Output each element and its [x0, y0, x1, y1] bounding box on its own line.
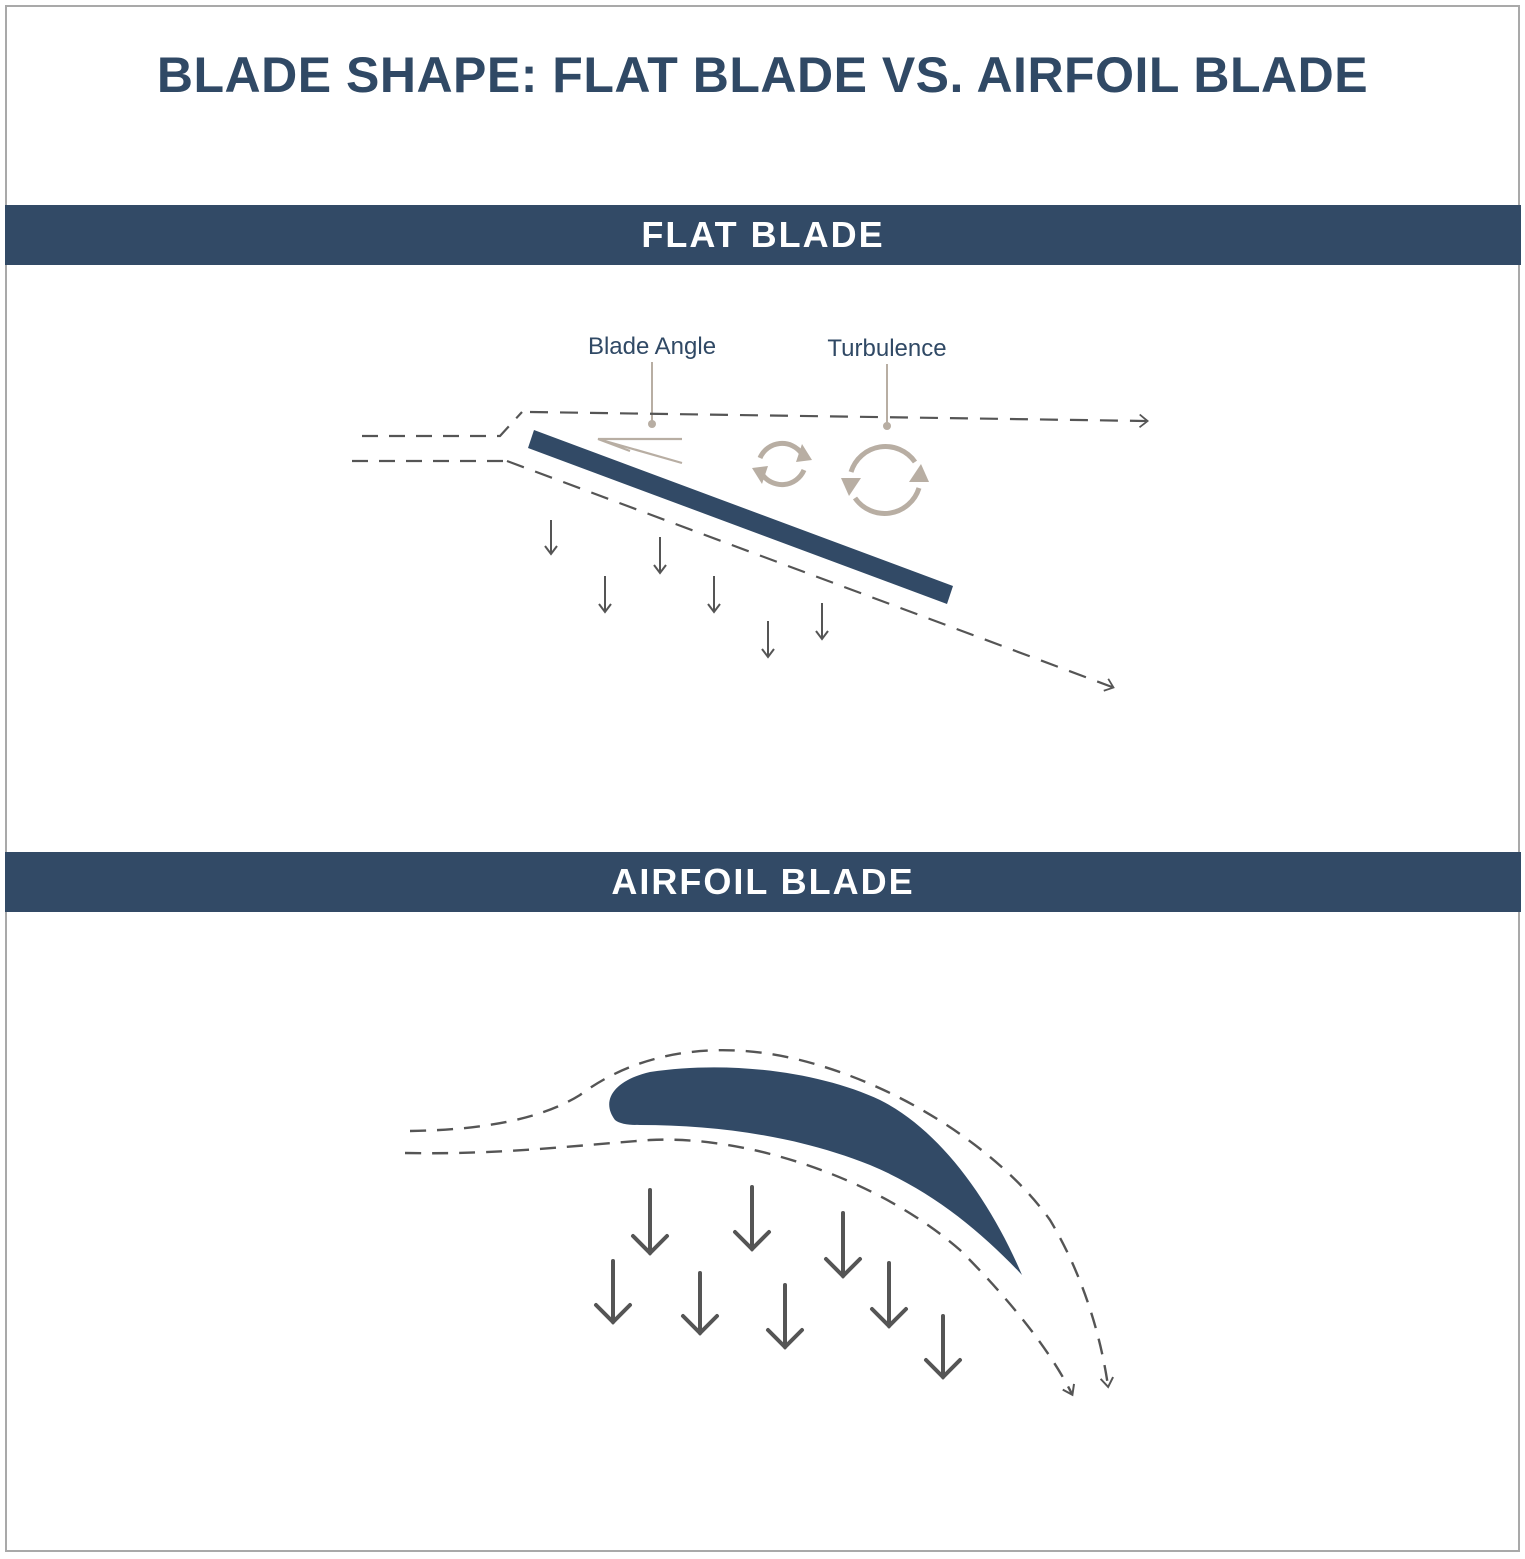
pressure-arrow-icon [707, 576, 721, 614]
pressure-arrow-icon [766, 1283, 804, 1350]
pressure-arrow-icon [598, 576, 612, 614]
pressure-arrow-icon [594, 1259, 632, 1325]
page-title: BLADE SHAPE: FLAT BLADE VS. AIRFOIL BLAD… [156, 47, 1369, 103]
pressure-arrow-icon [824, 1211, 862, 1279]
turbulence-leader [883, 364, 891, 430]
airfoil-blade-shape [609, 1067, 1022, 1275]
flat-blade-shape [528, 430, 953, 604]
flow-line-upper-in [362, 411, 523, 438]
pressure-arrow-icon [761, 621, 775, 659]
pressure-arrow-icon [681, 1271, 719, 1336]
pressure-arrow-icon [815, 603, 829, 641]
airfoil-flow-line-lower [404, 1138, 1075, 1397]
pressure-arrow-icon [733, 1185, 771, 1252]
pressure-arrow-icon [544, 520, 558, 556]
flow-line-lower-out [506, 459, 1115, 692]
turbulence-swirl-small-icon [752, 440, 812, 488]
airfoil-blade-header: AIRFOIL BLADE [5, 852, 1521, 912]
pressure-arrow-icon [653, 537, 667, 575]
airfoil-flow-line-upper [409, 1048, 1114, 1389]
turbulence-swirl-large-icon [841, 444, 929, 516]
flat-blade-header-label: FLAT BLADE [641, 214, 885, 255]
pressure-arrow-icon [924, 1314, 962, 1380]
blade-angle-label: Blade Angle [588, 333, 716, 360]
airfoil-blade-header-label: AIRFOIL BLADE [611, 861, 915, 902]
flow-line-upper-out [529, 410, 1150, 429]
turbulence-label: Turbulence [827, 335, 946, 362]
flat-blade-header: FLAT BLADE [5, 205, 1521, 265]
blade-angle-leader [648, 362, 656, 428]
angle-symbol-icon [597, 437, 683, 465]
pressure-arrow-icon [870, 1261, 908, 1329]
pressure-arrow-icon [631, 1188, 669, 1256]
